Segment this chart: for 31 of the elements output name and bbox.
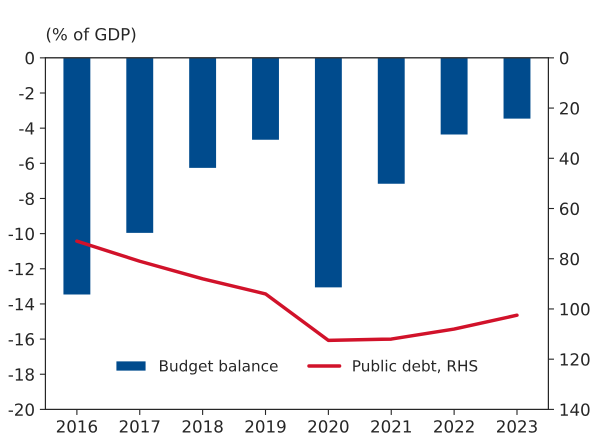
legend-label: Public debt, RHS xyxy=(353,360,478,374)
x-tick-label: 2021 xyxy=(371,420,411,433)
y-tick-label: -6 xyxy=(19,157,34,170)
y-tick-label: 0 xyxy=(26,52,34,64)
y-tick-label: -14 xyxy=(8,298,34,310)
x-tick-label: 2016 xyxy=(56,420,98,433)
y2-tick-label: 60 xyxy=(560,202,579,216)
y-axis-title: (% of GDP) xyxy=(46,28,136,43)
y2-tick-label: 100 xyxy=(560,302,590,316)
x-tick-label: 2022 xyxy=(434,420,474,433)
x-tick-label: 2023 xyxy=(497,420,537,433)
y-tick-label: -8 xyxy=(19,192,34,206)
y-tick-label: -4 xyxy=(19,122,34,134)
y-tick-label: -20 xyxy=(8,403,34,416)
y2-tick-label: 140 xyxy=(560,403,590,416)
y2-tick-label: 80 xyxy=(560,252,579,266)
legend-label: Budget balance xyxy=(160,360,278,375)
y-tick-label: -16 xyxy=(8,333,34,346)
y2-tick-label: 120 xyxy=(560,353,590,366)
x-tick-label: 2018 xyxy=(182,420,223,433)
line-series xyxy=(75,239,519,342)
x-tick-label: 2020 xyxy=(308,420,348,433)
y2-tick-label: 0 xyxy=(560,52,568,64)
y-tick-label: -2 xyxy=(19,86,34,100)
y2-tick-label: 20 xyxy=(560,102,579,115)
y2-tick-label: 40 xyxy=(560,152,579,165)
y-tick-label: -10 xyxy=(8,228,34,240)
y-tick-label: -12 xyxy=(8,262,34,276)
x-tick-label: 2019 xyxy=(246,420,286,433)
y-tick-label: -18 xyxy=(8,368,34,381)
x-tick-label: 2017 xyxy=(120,420,160,433)
